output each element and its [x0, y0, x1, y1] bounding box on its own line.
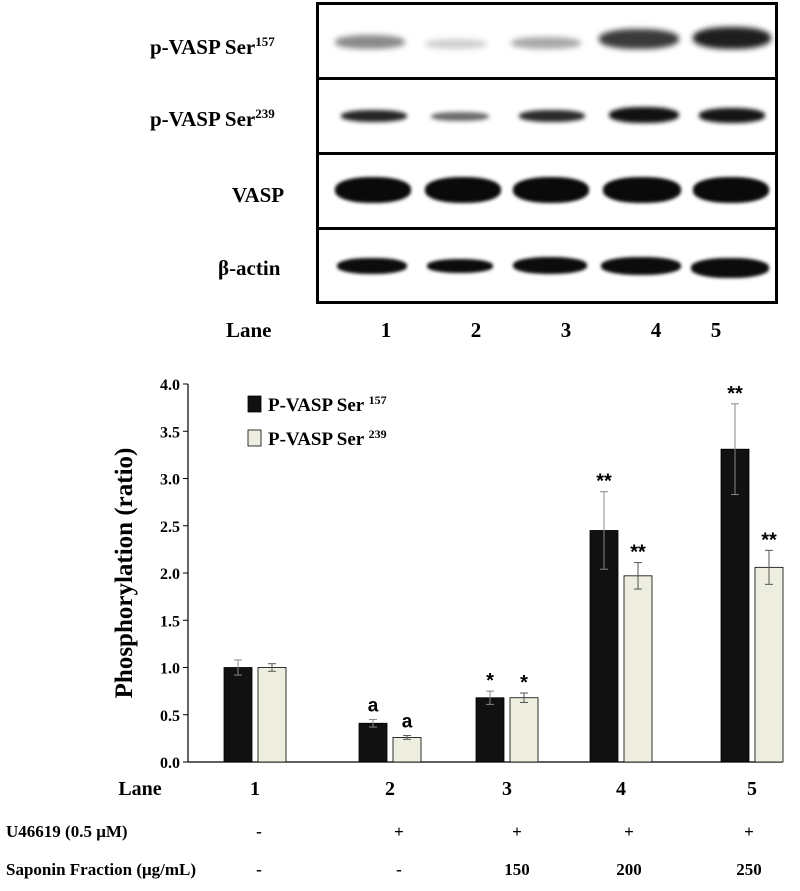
band	[693, 27, 771, 49]
blot-panel-beta-actin	[319, 230, 775, 301]
u46619-value-lane-5: +	[744, 822, 754, 841]
saponin-value-lane-2: -	[396, 860, 402, 879]
significance-label: a	[368, 695, 379, 716]
bar	[509, 697, 539, 763]
significance-label: **	[727, 383, 743, 405]
legend-label-superscript: 239	[369, 427, 387, 441]
bar	[257, 667, 287, 763]
x-axis-title: Lane	[118, 778, 161, 800]
blot-lane-3: 3	[560, 318, 572, 342]
treatment-label-u46619: U46619 (0.5 μM)	[6, 822, 128, 841]
band	[425, 177, 501, 203]
saponin-value-lane-4: 200	[616, 860, 642, 879]
bar	[754, 566, 784, 763]
band	[691, 258, 769, 278]
bar	[358, 722, 388, 763]
western-blot-image	[316, 2, 778, 304]
band	[609, 107, 679, 123]
legend-label-superscript: 157	[369, 393, 387, 407]
y-tick-label: 1.5	[160, 613, 180, 630]
y-tick-label: 0.0	[160, 755, 180, 772]
band	[513, 257, 587, 274]
u46619-value-lane-1: -	[256, 822, 262, 841]
x-tick-label: 1	[250, 778, 260, 800]
significance-label: a	[402, 712, 413, 733]
y-tick-label: 2.0	[160, 566, 180, 583]
bar	[623, 575, 653, 763]
blot-label-p-vasp-ser157: p-VASP Ser157	[150, 34, 275, 59]
legend-label: P-VASP Ser 239	[268, 427, 387, 450]
y-tick-label: 1.0	[160, 661, 180, 678]
u46619-value-lane-2: +	[394, 822, 404, 841]
significance-label: **	[596, 471, 612, 493]
legend-swatch	[247, 395, 262, 413]
blot-lane-5: 5	[710, 318, 722, 342]
blot-label-vasp: VASP	[232, 183, 285, 207]
blot-lane-4: 4	[650, 318, 662, 342]
blot-lane-label: Lane	[226, 318, 272, 342]
band	[699, 108, 765, 123]
blot-panel-p-vasp-ser157	[319, 5, 775, 80]
saponin-value-lane-3: 150	[504, 860, 530, 879]
saponin-value-lane-1: -	[256, 860, 262, 879]
band	[335, 35, 405, 49]
blot-label-p-vasp-ser239: p-VASP Ser239	[150, 106, 275, 131]
bar	[475, 697, 505, 763]
bar	[720, 448, 750, 763]
band	[599, 29, 679, 49]
band	[603, 177, 681, 203]
blot-lane-2: 2	[470, 318, 482, 342]
significance-label: *	[486, 670, 494, 692]
treatment-label-saponin: Saponin Fraction (μg/mL)	[6, 860, 197, 879]
band	[519, 110, 585, 122]
y-tick-label: 3.0	[160, 472, 180, 489]
x-tick-label: 4	[616, 778, 626, 800]
y-tick-label: 4.0	[160, 377, 180, 394]
blot-panel-vasp	[319, 155, 775, 230]
u46619-value-lane-3: +	[512, 822, 522, 841]
significance-label: **	[761, 529, 777, 551]
band	[431, 112, 489, 121]
band	[513, 177, 589, 203]
y-tick-label: 3.5	[160, 424, 180, 441]
y-axis-title: Phosphorylation (ratio)	[111, 448, 138, 699]
u46619-value-lane-4: +	[624, 822, 634, 841]
x-tick-label: 5	[747, 778, 757, 800]
bar	[223, 667, 253, 763]
band	[341, 110, 407, 122]
significance-label: *	[520, 672, 528, 694]
band	[601, 257, 681, 275]
band	[427, 259, 493, 273]
y-tick-label: 2.5	[160, 519, 180, 536]
band	[425, 39, 487, 49]
saponin-value-lane-5: 250	[736, 860, 762, 879]
x-tick-label: 2	[385, 778, 395, 800]
blot-label-beta-actin: β-actin	[218, 256, 281, 280]
band	[693, 177, 769, 203]
band	[337, 258, 407, 274]
x-tick-label: 3	[502, 778, 512, 800]
legend-swatch	[247, 429, 262, 447]
blot-lane-1: 1	[380, 318, 392, 342]
bar	[392, 737, 422, 763]
legend-label: P-VASP Ser 157	[268, 393, 387, 416]
band	[511, 37, 581, 49]
y-tick-label: 0.5	[160, 708, 180, 725]
band	[335, 177, 411, 203]
significance-label: **	[630, 542, 646, 564]
blot-panel-p-vasp-ser239	[319, 80, 775, 155]
